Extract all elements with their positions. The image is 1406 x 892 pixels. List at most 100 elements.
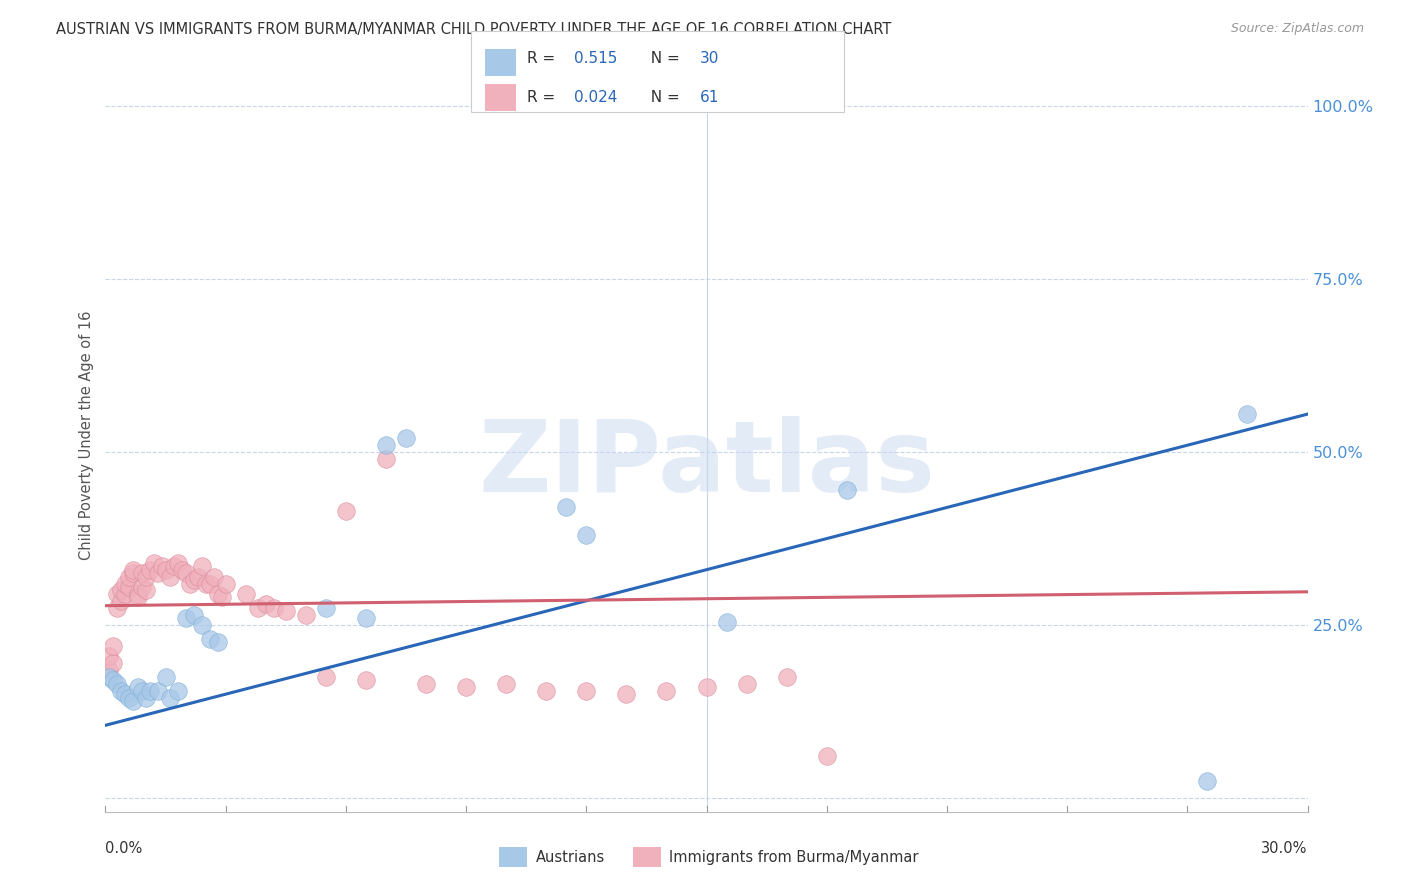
- Text: Austrians: Austrians: [536, 850, 605, 864]
- Point: [274, 604, 297, 618]
- Point: [374, 452, 398, 467]
- Point: [696, 680, 718, 694]
- Point: [114, 687, 136, 701]
- Point: [110, 594, 132, 608]
- Point: [110, 583, 132, 598]
- Point: [415, 677, 437, 691]
- Point: [103, 673, 125, 688]
- Point: [103, 656, 125, 670]
- Point: [131, 683, 153, 698]
- Point: [187, 569, 209, 583]
- Point: [138, 683, 160, 698]
- Point: [135, 569, 157, 583]
- Point: [138, 563, 160, 577]
- Point: [1236, 407, 1258, 421]
- Point: [616, 687, 638, 701]
- Point: [142, 556, 165, 570]
- Point: [198, 576, 221, 591]
- Point: [183, 573, 205, 587]
- Point: [98, 663, 121, 677]
- Point: [179, 576, 201, 591]
- Point: [122, 563, 145, 577]
- Text: AUSTRIAN VS IMMIGRANTS FROM BURMA/MYANMAR CHILD POVERTY UNDER THE AGE OF 16 CORR: AUSTRIAN VS IMMIGRANTS FROM BURMA/MYANMA…: [56, 22, 891, 37]
- Point: [155, 563, 177, 577]
- Point: [131, 566, 153, 581]
- Point: [354, 611, 377, 625]
- Point: [131, 580, 153, 594]
- Point: [190, 559, 212, 574]
- Point: [198, 632, 221, 646]
- Point: [655, 683, 678, 698]
- Point: [183, 607, 205, 622]
- Point: [207, 635, 229, 649]
- Point: [555, 500, 578, 515]
- Point: [575, 683, 598, 698]
- Point: [170, 563, 193, 577]
- Text: N =: N =: [641, 52, 685, 66]
- Point: [395, 431, 418, 445]
- Point: [263, 600, 285, 615]
- Point: [454, 680, 477, 694]
- Point: [146, 683, 169, 698]
- Point: [335, 504, 357, 518]
- Text: Source: ZipAtlas.com: Source: ZipAtlas.com: [1230, 22, 1364, 36]
- Point: [575, 528, 598, 542]
- Point: [534, 683, 557, 698]
- Point: [118, 690, 141, 705]
- Point: [127, 587, 149, 601]
- Point: [103, 639, 125, 653]
- Point: [166, 683, 188, 698]
- Y-axis label: Child Poverty Under the Age of 16: Child Poverty Under the Age of 16: [79, 310, 94, 559]
- Point: [150, 559, 173, 574]
- Point: [135, 690, 157, 705]
- Point: [295, 607, 318, 622]
- Point: [716, 615, 738, 629]
- Point: [835, 483, 858, 498]
- Text: 61: 61: [700, 90, 720, 104]
- Point: [315, 670, 337, 684]
- Point: [118, 569, 141, 583]
- Text: N =: N =: [641, 90, 689, 104]
- Point: [735, 677, 758, 691]
- Text: 0.0%: 0.0%: [105, 841, 142, 856]
- Point: [162, 559, 184, 574]
- Point: [190, 618, 212, 632]
- Point: [114, 587, 136, 601]
- Point: [1197, 773, 1219, 788]
- Point: [114, 576, 136, 591]
- Point: [495, 677, 517, 691]
- Text: 0.515: 0.515: [574, 52, 617, 66]
- Text: 30.0%: 30.0%: [1261, 841, 1308, 856]
- Point: [98, 670, 121, 684]
- Point: [211, 591, 233, 605]
- Text: 30: 30: [700, 52, 720, 66]
- Point: [107, 587, 129, 601]
- Point: [315, 600, 337, 615]
- Text: R =: R =: [527, 90, 565, 104]
- Point: [207, 587, 229, 601]
- Point: [354, 673, 377, 688]
- Text: Immigrants from Burma/Myanmar: Immigrants from Burma/Myanmar: [669, 850, 918, 864]
- Point: [122, 694, 145, 708]
- Point: [174, 566, 197, 581]
- Point: [202, 569, 225, 583]
- Point: [194, 576, 217, 591]
- Text: ZIPatlas: ZIPatlas: [478, 417, 935, 514]
- Point: [107, 600, 129, 615]
- Point: [374, 438, 398, 452]
- Point: [118, 580, 141, 594]
- Point: [127, 680, 149, 694]
- Point: [107, 677, 129, 691]
- Point: [174, 611, 197, 625]
- Point: [159, 569, 181, 583]
- Point: [155, 670, 177, 684]
- Point: [110, 683, 132, 698]
- Point: [159, 690, 181, 705]
- Point: [254, 597, 277, 611]
- Point: [98, 649, 121, 664]
- Text: R =: R =: [527, 52, 565, 66]
- Point: [776, 670, 799, 684]
- Point: [815, 749, 838, 764]
- Point: [166, 556, 188, 570]
- Point: [235, 587, 257, 601]
